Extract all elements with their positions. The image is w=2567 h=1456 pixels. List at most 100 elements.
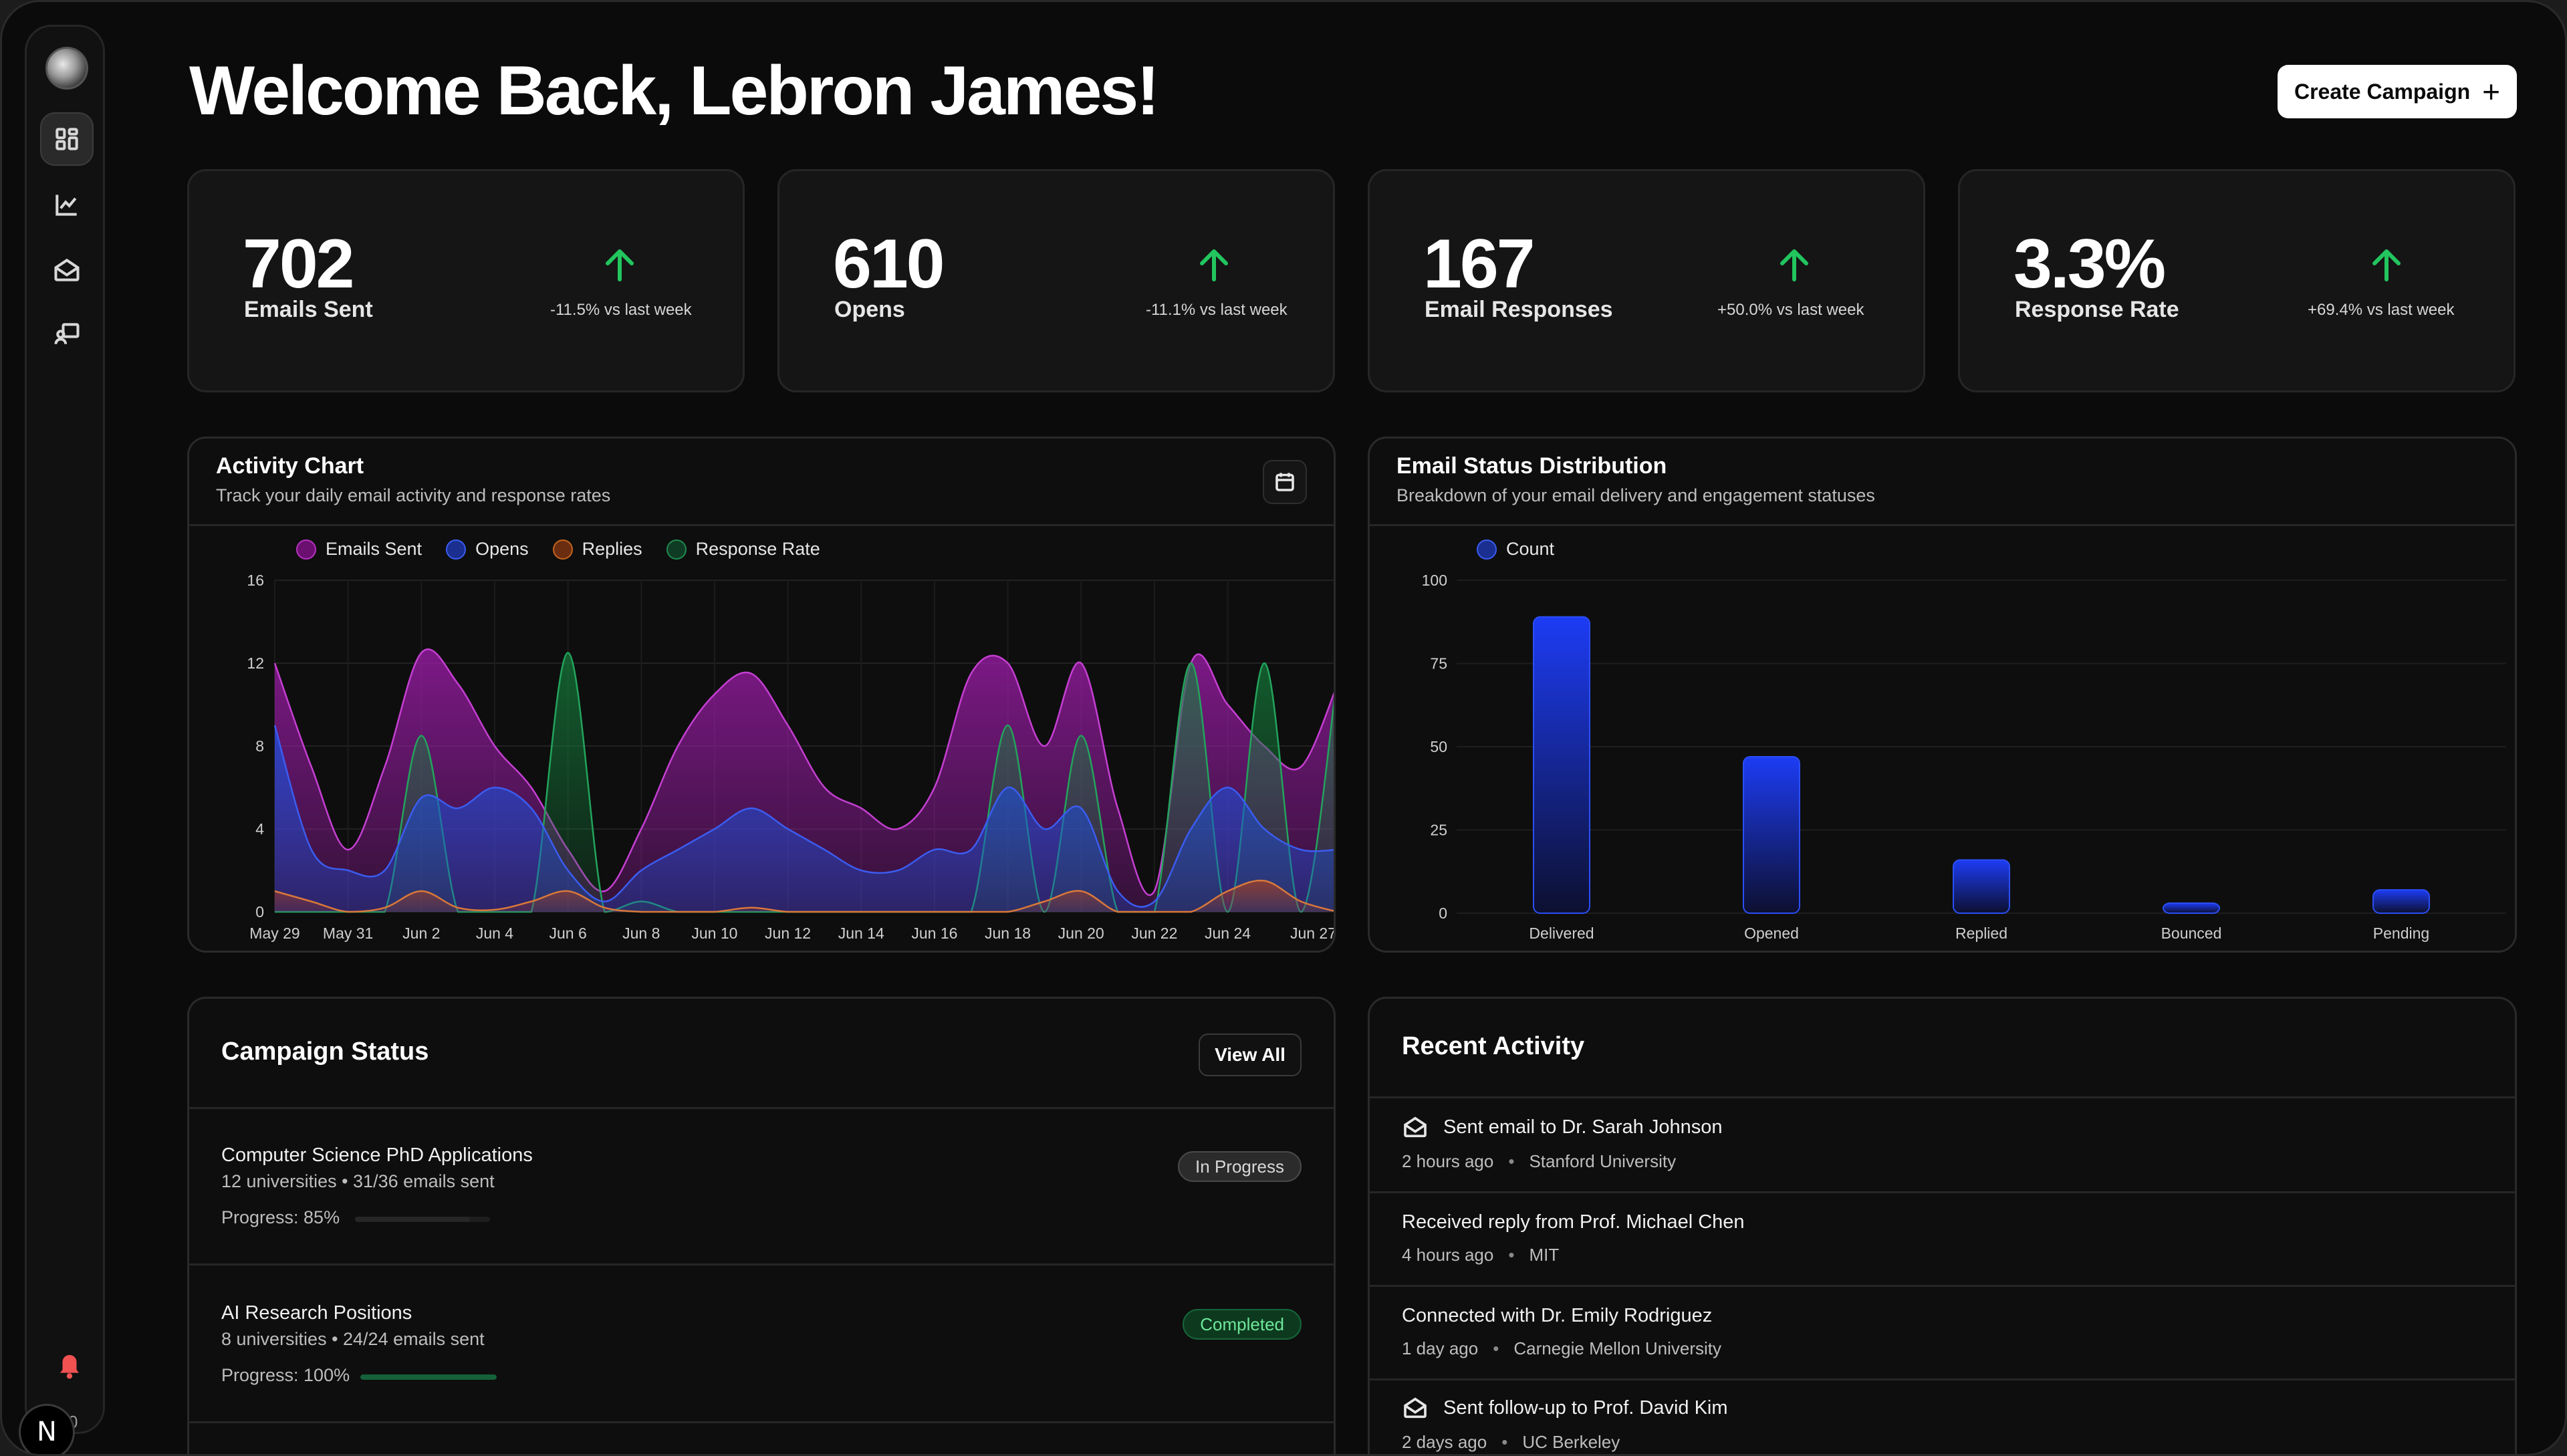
- presentation-icon: [54, 323, 80, 344]
- dashboard-icon: [55, 128, 78, 150]
- activity-time: 2 days ago: [1402, 1432, 1487, 1452]
- page-title: Welcome Back, Lebron James!: [189, 52, 1160, 130]
- bar-pending: [2372, 889, 2430, 915]
- bar-bounced: [2163, 902, 2220, 914]
- y-tick-label: 25: [1430, 822, 1447, 839]
- activity-org: Carnegie Mellon University: [1513, 1338, 1722, 1358]
- activity-time: 4 hours ago: [1402, 1245, 1494, 1265]
- stat-label: Opens: [834, 297, 905, 322]
- x-tick-label: Opened: [1744, 925, 1799, 942]
- panel-title: Activity Chart: [216, 453, 364, 479]
- stat-card-emails-sent: 702 Emails Sent -11.5% vs last week: [187, 169, 745, 392]
- arrow-up-icon: [2366, 245, 2407, 285]
- y-tick-label: 16: [247, 572, 264, 589]
- legend-item[interactable]: Emails Sent: [296, 539, 422, 560]
- sidebar: 0 N: [19, 25, 105, 1454]
- activity-chart-panel: Activity Chart Track your daily email ac…: [187, 437, 1336, 953]
- x-tick-label: Jun 24: [1205, 925, 1251, 942]
- x-tick-label: Jun 10: [691, 925, 737, 942]
- x-tick-label: Jun 18: [985, 925, 1031, 942]
- stat-change: -11.5% vs last week: [550, 301, 692, 319]
- x-tick-label: Jun 2: [402, 925, 440, 942]
- bar-opened: [1743, 755, 1800, 914]
- legend-item[interactable]: Opens: [446, 539, 529, 560]
- stat-card-response-rate: 3.3% Response Rate +69.4% vs last week: [1958, 169, 2516, 392]
- chart-line-icon: [55, 195, 77, 216]
- campaign-progress-label: Progress: 85%: [221, 1207, 340, 1227]
- y-tick-label: 75: [1430, 655, 1447, 673]
- stat-value: 167: [1423, 225, 1536, 303]
- x-tick-label: Delivered: [1529, 925, 1594, 942]
- legend-item[interactable]: Replies: [552, 539, 642, 560]
- create-campaign-button[interactable]: Create Campaign +: [2278, 65, 2517, 118]
- x-tick-label: Bounced: [2161, 925, 2222, 942]
- chart-legend: Count: [1477, 539, 1554, 560]
- stat-label: Emails Sent: [244, 297, 373, 322]
- separator: •: [1508, 1245, 1515, 1265]
- x-tick-label: May 29: [249, 925, 299, 942]
- y-tick-label: 0: [255, 903, 264, 921]
- y-tick-label: 0: [1439, 904, 1447, 922]
- campaign-name: Computer Science PhD Applications: [221, 1144, 533, 1166]
- divider: [1370, 1191, 2515, 1193]
- legend-item[interactable]: Count: [1477, 539, 1554, 560]
- sidebar-item-analytics[interactable]: [40, 178, 94, 231]
- x-tick-label: Jun 22: [1131, 925, 1177, 942]
- mail-open-icon: [1404, 1397, 1427, 1419]
- stat-value: 610: [833, 225, 945, 303]
- arrow-up-icon: [1774, 245, 1814, 285]
- divider: [189, 524, 1334, 526]
- activity-text: Sent email to Dr. Sarah Johnson: [1443, 1116, 1723, 1138]
- sidebar-item-inbox[interactable]: [40, 243, 94, 297]
- series-opens-line: [273, 725, 1334, 908]
- mail-open-icon: [1404, 1116, 1427, 1138]
- status-badge: In Progress: [1178, 1151, 1302, 1182]
- sidebar-item-contacts[interactable]: [40, 308, 94, 361]
- view-all-button[interactable]: View All: [1199, 1034, 1302, 1076]
- x-tick-label: Jun 6: [549, 925, 586, 942]
- campaign-meta: 12 universities • 31/36 emails sent: [221, 1171, 495, 1191]
- campaign-name: AI Research Positions: [221, 1302, 412, 1324]
- legend-item[interactable]: Response Rate: [666, 539, 820, 560]
- x-tick-label: Jun 16: [911, 925, 957, 942]
- divider: [189, 1421, 1334, 1423]
- series-replies-area: [275, 880, 1334, 912]
- panel-title: Email Status Distribution: [1396, 453, 1667, 479]
- series-replies-line: [274, 879, 1334, 913]
- separator: •: [1493, 1338, 1499, 1358]
- y-tick-label: 4: [255, 820, 264, 838]
- plus-icon: +: [2482, 74, 2501, 109]
- activity-org: MIT: [1529, 1245, 1560, 1265]
- activity-org: UC Berkeley: [1522, 1432, 1620, 1452]
- notification-icon[interactable]: [51, 1346, 88, 1384]
- activity-org: Stanford University: [1529, 1151, 1677, 1171]
- x-tick-label: Jun 8: [622, 925, 660, 942]
- date-range-button[interactable]: [1263, 460, 1307, 504]
- sidebar-item-dashboard[interactable]: [40, 112, 94, 166]
- x-tick-label: Jun 27: [1290, 925, 1336, 942]
- mail-open-icon: [54, 258, 80, 281]
- divider: [1370, 1285, 2515, 1287]
- panel-subtitle: Track your daily email activity and resp…: [216, 485, 611, 505]
- divider: [1370, 1378, 2515, 1380]
- status-bar-chart: 0 25 50 75 100 Delivered Opened Replied Bounced P…: [1422, 572, 2506, 942]
- panel-subtitle: Breakdown of your email delivery and eng…: [1396, 485, 1875, 505]
- campaign-progress-bar: [360, 1374, 497, 1380]
- x-tick-label: Jun 20: [1058, 925, 1104, 942]
- x-tick-label: Jun 14: [838, 925, 884, 942]
- activity-time: 1 day ago: [1402, 1338, 1479, 1358]
- stat-change: -11.1% vs last week: [1146, 301, 1288, 319]
- x-tick-label: Replied: [1955, 925, 2007, 942]
- dev-indicator-icon[interactable]: N: [19, 1404, 75, 1454]
- create-campaign-label: Create Campaign: [2294, 79, 2471, 104]
- activity-area-chart: 0 4 8 12 16 May 29 May 31 Jun 2 Jun 4 Jun 6 Jun 8 J…: [247, 572, 1336, 942]
- x-tick-label: Jun 12: [765, 925, 811, 942]
- bar-replied: [1953, 859, 2010, 915]
- arrow-up-icon: [600, 245, 640, 285]
- avatar[interactable]: [45, 47, 88, 90]
- recent-activity-panel: Recent Activity Sent email to Dr. Sarah …: [1368, 997, 2517, 1454]
- stat-change: +69.4% vs last week: [2308, 301, 2455, 319]
- email-status-panel: Email Status Distribution Breakdown of y…: [1368, 437, 2517, 953]
- arrow-up-icon: [1194, 245, 1234, 285]
